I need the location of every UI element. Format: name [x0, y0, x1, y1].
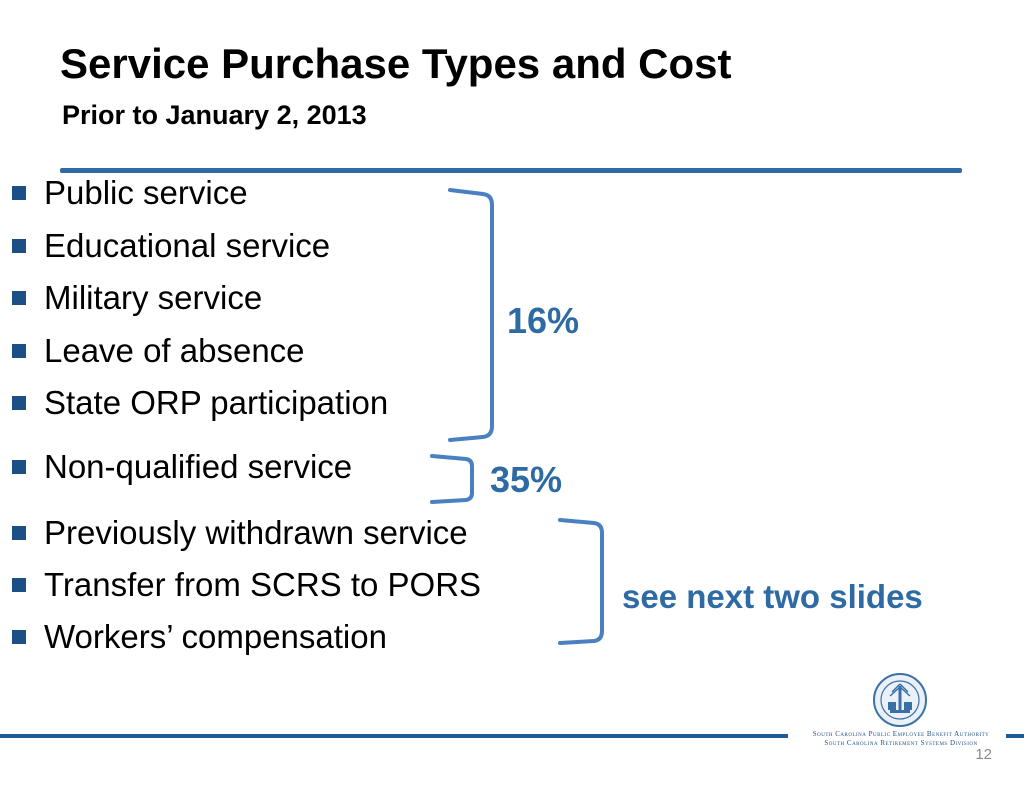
- title-divider: [60, 168, 962, 173]
- group-3-cost-label: see next two slides: [622, 578, 923, 615]
- bullet-item: Non-qualified service: [12, 447, 352, 487]
- bullet-square-icon: [12, 396, 26, 410]
- bullet-item: Transfer from SCRS to PORS: [12, 565, 481, 605]
- bullet-square-icon: [12, 344, 26, 358]
- footer-org-name: South Carolina Public Employee Benefit A…: [798, 730, 1004, 748]
- bullet-item: Educational service: [12, 226, 330, 266]
- footer-org-line-1: South Carolina Public Employee Benefit A…: [812, 730, 990, 738]
- bullet-square-icon: [12, 578, 26, 592]
- bullet-square-icon: [12, 630, 26, 644]
- page-number: 12: [975, 746, 992, 763]
- bullet-text: Transfer from SCRS to PORS: [44, 566, 482, 603]
- bullet-text: Educational service: [44, 227, 331, 264]
- bullet-square-icon: [12, 291, 26, 305]
- footer-divider: [0, 734, 788, 738]
- bullet-text: Previously withdrawn service: [44, 514, 468, 551]
- bullet-item: Public service: [12, 173, 248, 213]
- group-2-cost-label: 35%: [490, 459, 563, 500]
- bullet-item: State ORP participation: [12, 383, 388, 423]
- bracket-group-1: [448, 188, 494, 442]
- bullet-text: State ORP participation: [44, 384, 389, 421]
- bullet-text: Workers’ compensation: [44, 618, 387, 655]
- bracket-group-3: [558, 518, 604, 645]
- slide-title: Service Purchase Types and Cost: [60, 40, 732, 87]
- bullet-text: Public service: [44, 174, 248, 211]
- slide-subtitle: Prior to January 2, 2013: [62, 100, 367, 130]
- bullet-square-icon: [12, 186, 26, 200]
- bullet-text: Leave of absence: [44, 332, 305, 369]
- bullet-square-icon: [12, 239, 26, 253]
- bullet-square-icon: [12, 460, 26, 474]
- bullet-item: Leave of absence: [12, 331, 305, 371]
- footer-org-line-2: South Carolina Retirement Systems Divisi…: [824, 739, 978, 747]
- footer-divider-right: [1006, 734, 1024, 738]
- bullet-text: Non-qualified service: [44, 448, 353, 485]
- bullet-item: Workers’ compensation: [12, 617, 387, 657]
- bullet-item: Previously withdrawn service: [12, 513, 468, 553]
- state-seal-icon: [873, 673, 927, 727]
- bullet-text: Military service: [44, 279, 263, 316]
- bullet-item: Military service: [12, 278, 262, 318]
- bracket-group-2: [430, 454, 474, 504]
- bullet-square-icon: [12, 526, 26, 540]
- group-1-cost-label: 16%: [507, 300, 580, 341]
